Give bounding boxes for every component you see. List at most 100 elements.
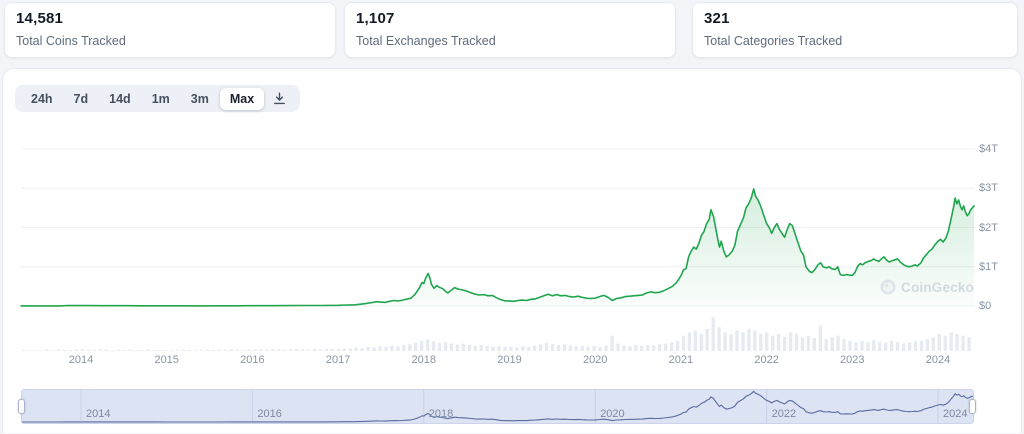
volume-bar [955, 334, 959, 351]
volume-bar [431, 341, 436, 351]
volume-bar [681, 335, 686, 351]
range-button-24h[interactable]: 24h [21, 88, 63, 110]
volume-bar [187, 350, 192, 351]
navigator-mini-chart [22, 390, 973, 423]
volume-bar [443, 341, 448, 351]
volume-bar [663, 343, 668, 351]
navigator-left-handle[interactable] [18, 399, 25, 414]
market-cap-chart-card: 24h 7d 14d 1m 3m Max CoinGecko $4T $ [2, 68, 1022, 433]
stat-card-total-exchanges: 1,107 Total Exchanges Tracked [344, 2, 676, 58]
volume-bar [842, 339, 846, 351]
volume-bar [21, 350, 25, 351]
market-cap-area-fill [21, 189, 974, 306]
navigator-year-label: 2022 [771, 408, 797, 420]
range-button-14d[interactable]: 14d [99, 88, 141, 110]
volume-bar [51, 350, 55, 351]
range-button-1m[interactable]: 1m [142, 88, 180, 110]
market-cap-line [20, 188, 975, 307]
volume-bar [497, 345, 501, 351]
volume-bar [824, 339, 828, 351]
volume-bar [562, 344, 567, 351]
volume-bar [895, 342, 900, 351]
volume-bar [33, 350, 37, 351]
volume-bar [39, 350, 43, 351]
volume-bar [759, 334, 763, 351]
volume-bar [646, 344, 650, 351]
volume-bar [735, 330, 739, 351]
volume-bar [57, 349, 61, 351]
volume-bar [62, 349, 67, 351]
market-cap-chart[interactable] [3, 69, 1023, 434]
navigator-year-label: 2018 [428, 408, 454, 420]
volume-bar [907, 342, 912, 351]
coingecko-watermark-text: CoinGecko [901, 279, 975, 295]
volume-bar [378, 346, 382, 351]
volume-bar [657, 344, 662, 351]
volume-bar [937, 334, 941, 351]
x-axis-label: 2014 [68, 354, 94, 366]
volume-bar [241, 350, 245, 351]
volume-bar [80, 349, 85, 351]
range-button-max[interactable]: Max [219, 87, 265, 110]
total-coins-value: 14,581 [16, 10, 64, 27]
volume-bar [235, 349, 239, 351]
volume-bar [699, 334, 703, 351]
volume-bar [116, 349, 120, 351]
volume-bar [586, 346, 590, 351]
volume-bar [788, 332, 793, 351]
volume-bar [753, 330, 757, 351]
stat-card-total-categories: 321 Total Categories Tracked [692, 2, 1018, 58]
volume-bar [122, 350, 126, 351]
volume-bar [277, 349, 281, 351]
navigator-year-label: 2020 [600, 408, 625, 420]
volume-bar [491, 346, 495, 351]
volume-bar [913, 341, 918, 351]
y-axis-label: $4T [979, 143, 998, 155]
volume-bar [205, 349, 210, 351]
volume-bar [652, 345, 656, 351]
volume-bar [830, 337, 834, 351]
volume-bar [402, 344, 406, 351]
volume-bar [289, 349, 293, 351]
x-axis-label: 2019 [497, 354, 522, 366]
volume-bar [485, 345, 489, 351]
volume-bars [21, 317, 971, 351]
volume-bar [604, 345, 608, 351]
range-button-3m[interactable]: 3m [181, 88, 219, 110]
total-exchanges-value: 1,107 [356, 10, 395, 27]
volume-bar [818, 325, 822, 351]
volume-bar [961, 335, 965, 351]
volume-bar [134, 350, 138, 351]
x-axis-label: 2023 [840, 354, 865, 366]
volume-bar [414, 342, 418, 351]
coingecko-watermark: CoinGecko [880, 279, 974, 295]
volume-bar [687, 332, 692, 351]
volume-bar [765, 332, 769, 351]
navigator-right-handle[interactable] [969, 399, 976, 414]
volume-bar [384, 346, 388, 351]
volume-bar [640, 345, 644, 351]
x-axis-label: 2022 [754, 354, 779, 366]
navigator-line [22, 390, 973, 423]
volume-bar [533, 345, 537, 351]
volume-bar [693, 330, 697, 351]
volume-bar [967, 337, 971, 351]
volume-bar [878, 341, 882, 351]
volume-bar [324, 348, 329, 351]
volume-bar [158, 350, 162, 351]
download-icon [274, 92, 286, 105]
range-button-7d[interactable]: 7d [64, 88, 99, 110]
volume-bar [164, 350, 168, 351]
volume-bar [800, 337, 805, 351]
volume-bar [408, 344, 412, 351]
chart-range-navigator[interactable]: 2014 2016 2018 2020 2022 2024 [18, 389, 976, 424]
volume-bar [836, 335, 840, 351]
volume-bar [170, 350, 174, 351]
download-chart-button[interactable] [265, 88, 294, 109]
total-categories-value: 321 [704, 10, 730, 27]
volume-bar [598, 346, 602, 351]
x-axis-label: 2024 [925, 354, 951, 366]
volume-bar [812, 338, 816, 351]
volume-bar [253, 349, 257, 351]
volume-bar [360, 347, 364, 351]
